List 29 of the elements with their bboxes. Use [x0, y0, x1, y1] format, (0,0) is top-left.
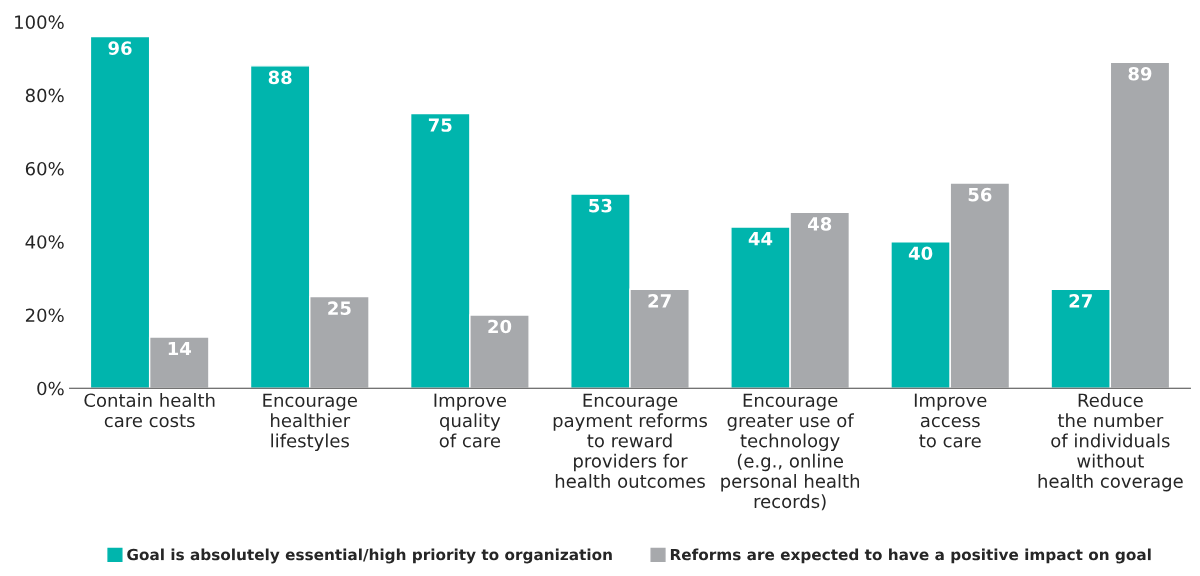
y-tick-label: 0% — [37, 381, 64, 396]
legend-label: Reforms are expected to have a positive impact on goal — [670, 548, 1151, 564]
y-tick-label: 60% — [25, 161, 64, 176]
x-tick-label: Contain health care costs — [84, 393, 215, 428]
legend-label: Goal is absolutely essential/high priority to organization — [127, 548, 612, 564]
y-tick-label: 100% — [15, 15, 64, 29]
x-tick-label: Improve quality of care — [434, 393, 507, 448]
data-label: 25 — [328, 301, 351, 316]
x-tick-label: Encourage greater use of technology (e.g., online personal health records) — [721, 393, 860, 511]
data-label: 20 — [488, 319, 512, 334]
data-label: 14 — [168, 341, 192, 356]
x-tick-label: Encourage healthier lifestyles — [263, 393, 357, 451]
x-tick-label: Encourage payment reforms to reward providers for health outcomes — [553, 393, 708, 488]
x-tick-label: Reduce the number of individuals without health coverage — [1038, 393, 1183, 492]
data-label: 96 — [108, 41, 132, 55]
data-label: 48 — [807, 217, 832, 231]
data-label: 27 — [648, 294, 671, 308]
data-label: 56 — [968, 187, 992, 202]
data-label: 53 — [589, 198, 612, 213]
data-label: 44 — [748, 231, 773, 246]
y-tick-label: 80% — [25, 88, 64, 103]
y-tick-label: 40% — [25, 235, 64, 249]
data-label: 27 — [1069, 294, 1092, 308]
y-tick-label: 20% — [25, 308, 64, 323]
x-tick-label: Improve access to care — [914, 393, 987, 448]
data-label: 88 — [268, 70, 292, 85]
data-label: 40 — [908, 246, 933, 261]
data-label: 75 — [428, 118, 452, 132]
data-label: 89 — [1128, 66, 1152, 81]
